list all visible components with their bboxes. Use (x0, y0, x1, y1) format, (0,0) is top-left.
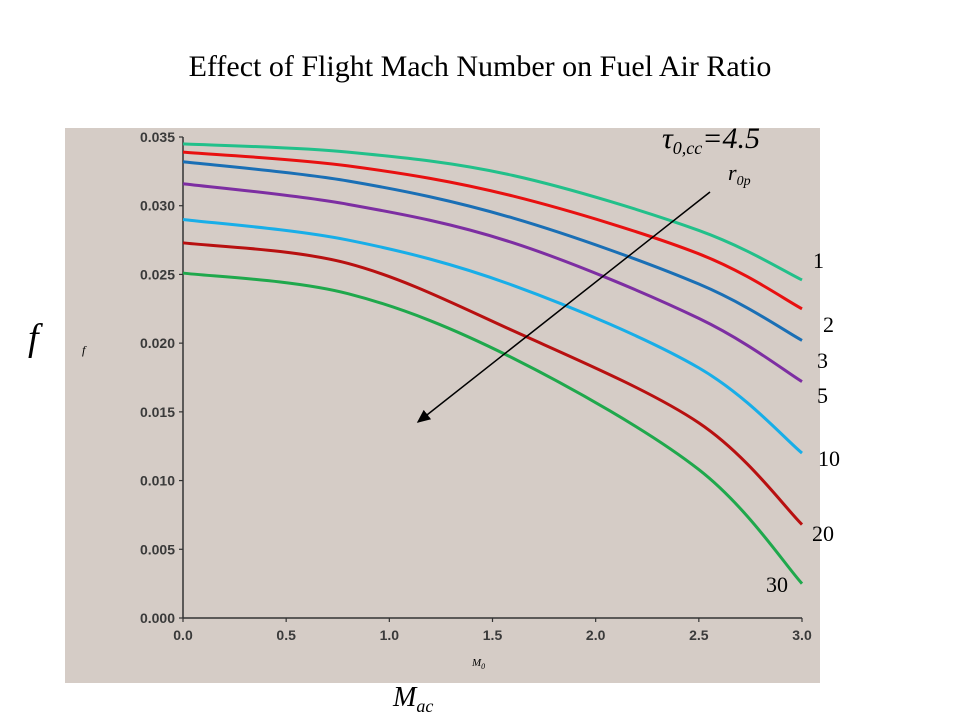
arrow-label-base: r (728, 160, 737, 185)
series-label-20: 20 (812, 521, 834, 546)
series-label-5: 5 (817, 383, 828, 408)
photo-x-symbol: M0 (471, 657, 485, 671)
series-line-30 (182, 271, 804, 585)
tau-symbol: τ (662, 122, 674, 155)
y-tick-label: 0.000 (140, 610, 175, 626)
series-label-3: 3 (817, 348, 828, 373)
x-tick-label: 2.5 (689, 627, 709, 643)
series-line-2 (182, 150, 803, 311)
x-tick-label: 1.0 (380, 627, 400, 643)
arrow-label: r0p (728, 160, 751, 189)
tau-value: =4.5 (702, 122, 760, 155)
y-tick-label: 0.015 (140, 404, 175, 420)
x-tick-label: 3.0 (792, 627, 812, 643)
series-label-1: 1 (813, 248, 824, 273)
x-tick-label: 2.0 (586, 627, 606, 643)
increasing-pressure-ratio-arrow (416, 191, 711, 423)
y-tick-label: 0.020 (140, 335, 175, 351)
y-tick-label: 0.010 (140, 473, 175, 489)
y-tick-label: 0.005 (140, 541, 175, 557)
x-tick-label: 0.0 (173, 627, 193, 643)
y-tick-label: 0.030 (140, 198, 175, 214)
series-label-10: 10 (818, 446, 840, 471)
y-tick-label: 0.035 (140, 129, 175, 145)
tau-subscript: 0,cc (673, 138, 702, 158)
series-line-3 (182, 160, 803, 342)
series-line-20 (182, 241, 804, 526)
series-label-2: 2 (823, 312, 834, 337)
y-axis-symbol: f (28, 317, 43, 359)
series-line-10 (182, 217, 803, 455)
y-tick-label: 0.025 (140, 266, 175, 282)
series-label-30: 30 (766, 572, 788, 597)
series-line-5 (182, 182, 803, 383)
photo-y-symbol: f (82, 343, 87, 357)
arrow-label-subscript: 0p (737, 174, 751, 189)
slide-title: Effect of Flight Mach Number on Fuel Air… (188, 50, 772, 83)
tau-parameter-label: τ0,cc=4.5 (662, 122, 760, 158)
x-tick-label: 1.5 (483, 627, 503, 643)
x-axis-symbol: Mac (392, 682, 433, 716)
series-line-1 (182, 142, 803, 282)
x-tick-label: 0.5 (276, 627, 296, 643)
